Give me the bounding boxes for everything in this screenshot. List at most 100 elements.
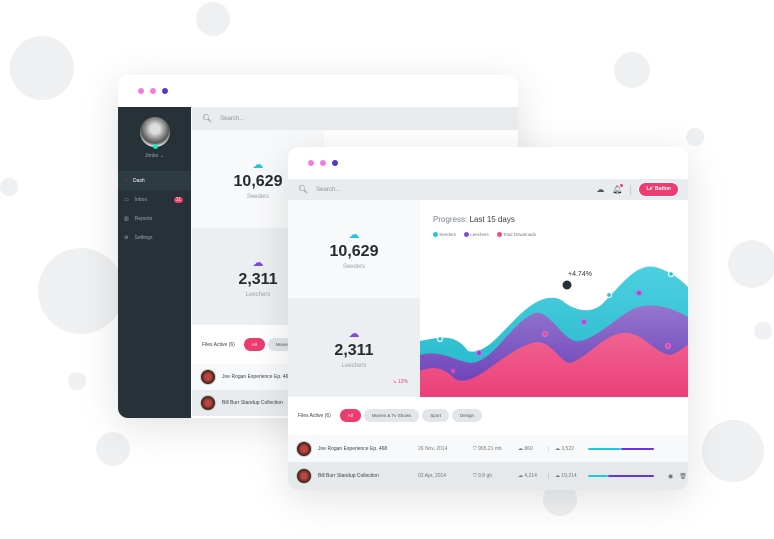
cloud-download-icon: ☁ [348, 327, 360, 340]
file-row[interactable]: Bill Burr Standup Collection 02 Apr, 201… [288, 462, 688, 490]
file-avatar [296, 440, 312, 457]
window-dot[interactable] [332, 160, 338, 166]
search-bar[interactable]: 🔍︎ Search... [192, 107, 518, 130]
file-name: Bill Burr Standup Collection [222, 400, 283, 406]
upload-count: ☁ 860 [518, 445, 533, 452]
files-header: Files Active (6) All Movies [202, 338, 299, 351]
files-title: Files Active (6) [202, 341, 235, 348]
bg-circle [0, 178, 18, 196]
filter-all[interactable]: All [339, 409, 361, 422]
stat-label: Seeders [246, 194, 270, 200]
gauge-icon: ◔ [124, 177, 128, 184]
marker[interactable] [436, 335, 444, 343]
cloud-upload-icon: ☁ [252, 159, 264, 171]
filter-all[interactable]: All [243, 338, 265, 351]
progress-leech [607, 475, 654, 477]
gear-icon: ⚙ [124, 234, 129, 241]
marker[interactable] [580, 318, 588, 326]
marker[interactable] [635, 289, 643, 297]
progress-seed [588, 447, 621, 450]
filter-movies-tv[interactable]: Movies & Tv Shows [363, 409, 420, 422]
marker[interactable] [667, 270, 675, 278]
window-dot[interactable] [138, 88, 144, 94]
le-button[interactable]: Le' Button [639, 183, 678, 196]
bg-circle [38, 248, 124, 334]
stat-label: Leechers [341, 362, 367, 369]
files-header: Files Active (6) All Movies & Tv Shows Spo… [298, 409, 483, 422]
nav-settings[interactable]: ⚙ Settings [118, 228, 191, 247]
change-indicator: ↘ 12% [392, 379, 408, 385]
nav-label: Settings [134, 234, 153, 241]
view-icon[interactable]: ◉ [668, 473, 674, 480]
search-bar[interactable]: 🔍︎ Search... ☁ 🔔︎ Le' Button [288, 179, 688, 200]
nav-label: Reports [134, 215, 153, 222]
download-count: ☁ 19,214 [548, 473, 588, 479]
progress-bar [588, 447, 654, 450]
nav-inbox[interactable]: ▭ Inbox 11 [118, 190, 191, 209]
online-status-icon [152, 144, 158, 149]
progress-bar [588, 475, 654, 477]
file-name: Joe Rogan Experience Ep. 468 [318, 445, 388, 452]
window-dot[interactable] [162, 88, 168, 94]
bg-circle [196, 2, 230, 36]
marker[interactable] [605, 291, 613, 299]
chart-markers [436, 270, 675, 375]
marker[interactable] [475, 349, 483, 357]
window-dot[interactable] [308, 160, 314, 166]
divider [630, 184, 632, 195]
nav-label: Dash [133, 177, 145, 184]
cloud-sync-icon[interactable]: ☁ [596, 185, 605, 194]
stat-value: 10,629 [233, 173, 283, 190]
seeders-stat: ☁ 10,629 Seeders [288, 200, 420, 298]
search-icon: 🔍︎ [298, 185, 309, 194]
leechers-stat: ☁ 2,311 Leechers ↘ 12% [288, 298, 420, 397]
nav-dash[interactable]: ◔ Dash [118, 171, 191, 190]
filter-sport[interactable]: Sport [422, 409, 450, 422]
area-chart: +4.74% [420, 266, 688, 397]
chart-title-range: Last 15 days [469, 215, 515, 224]
search-icon: 🔍︎ [202, 114, 213, 123]
nav-label: Inbox [134, 196, 147, 203]
file-avatar [200, 369, 216, 385]
front-window: 🔍︎ Search... ☁ 🔔︎ Le' Button ☁ 10,629 Seede… [288, 147, 688, 490]
window-controls [308, 160, 338, 166]
chart-icon: ▥ [124, 215, 129, 222]
chart-legend: Seeders Leechers Total Downloads [433, 232, 536, 238]
file-avatar [200, 395, 216, 411]
stat-label: Seeders [342, 264, 366, 270]
bg-circle [686, 128, 704, 146]
legend-downloads: Total Downloads [496, 232, 536, 238]
window-dot[interactable] [150, 88, 156, 94]
file-row[interactable]: Joe Rogan Experience Ep. 468 26 Nov, 201… [288, 435, 688, 462]
marker[interactable] [664, 342, 672, 350]
search-input[interactable]: Search... [220, 115, 245, 122]
window-dot[interactable] [320, 160, 326, 166]
download-count: ☁ 3,522 [548, 445, 588, 452]
highlight-marker[interactable] [562, 280, 572, 290]
progress-seed [588, 475, 608, 477]
search-input[interactable]: Search... [316, 186, 341, 193]
trash-icon[interactable]: 🗑︎ [679, 473, 687, 480]
bg-circle [702, 420, 764, 482]
cloud-upload-icon: ☁ [348, 229, 360, 241]
legend-seeders: Seeders [433, 232, 456, 238]
marker[interactable] [541, 330, 549, 338]
progress-leech [621, 447, 654, 450]
inbox-icon: ▭ [124, 196, 129, 203]
filter-design[interactable]: Design [452, 409, 483, 422]
avatar[interactable] [139, 117, 170, 149]
marker[interactable] [449, 367, 457, 375]
window-controls [138, 88, 168, 94]
upload-count: ☁ 4,214 [518, 473, 537, 479]
file-avatar [296, 468, 312, 484]
bg-circle [10, 36, 74, 100]
sidebar: Jimbo ⌄ ◔ Dash ▭ Inbox 11 ▥ Reports ⚙ Setting… [118, 107, 191, 418]
bg-circle [68, 372, 86, 390]
notification-bell-icon[interactable]: 🔔︎ [612, 184, 624, 194]
chart-title-prefix: Progress: [433, 215, 468, 224]
inbox-badge: 11 [173, 196, 183, 203]
bg-circle [614, 52, 650, 88]
user-menu[interactable]: Jimbo ⌄ [145, 153, 164, 159]
downloads-area [420, 332, 688, 397]
nav-reports[interactable]: ▥ Reports [118, 209, 191, 228]
